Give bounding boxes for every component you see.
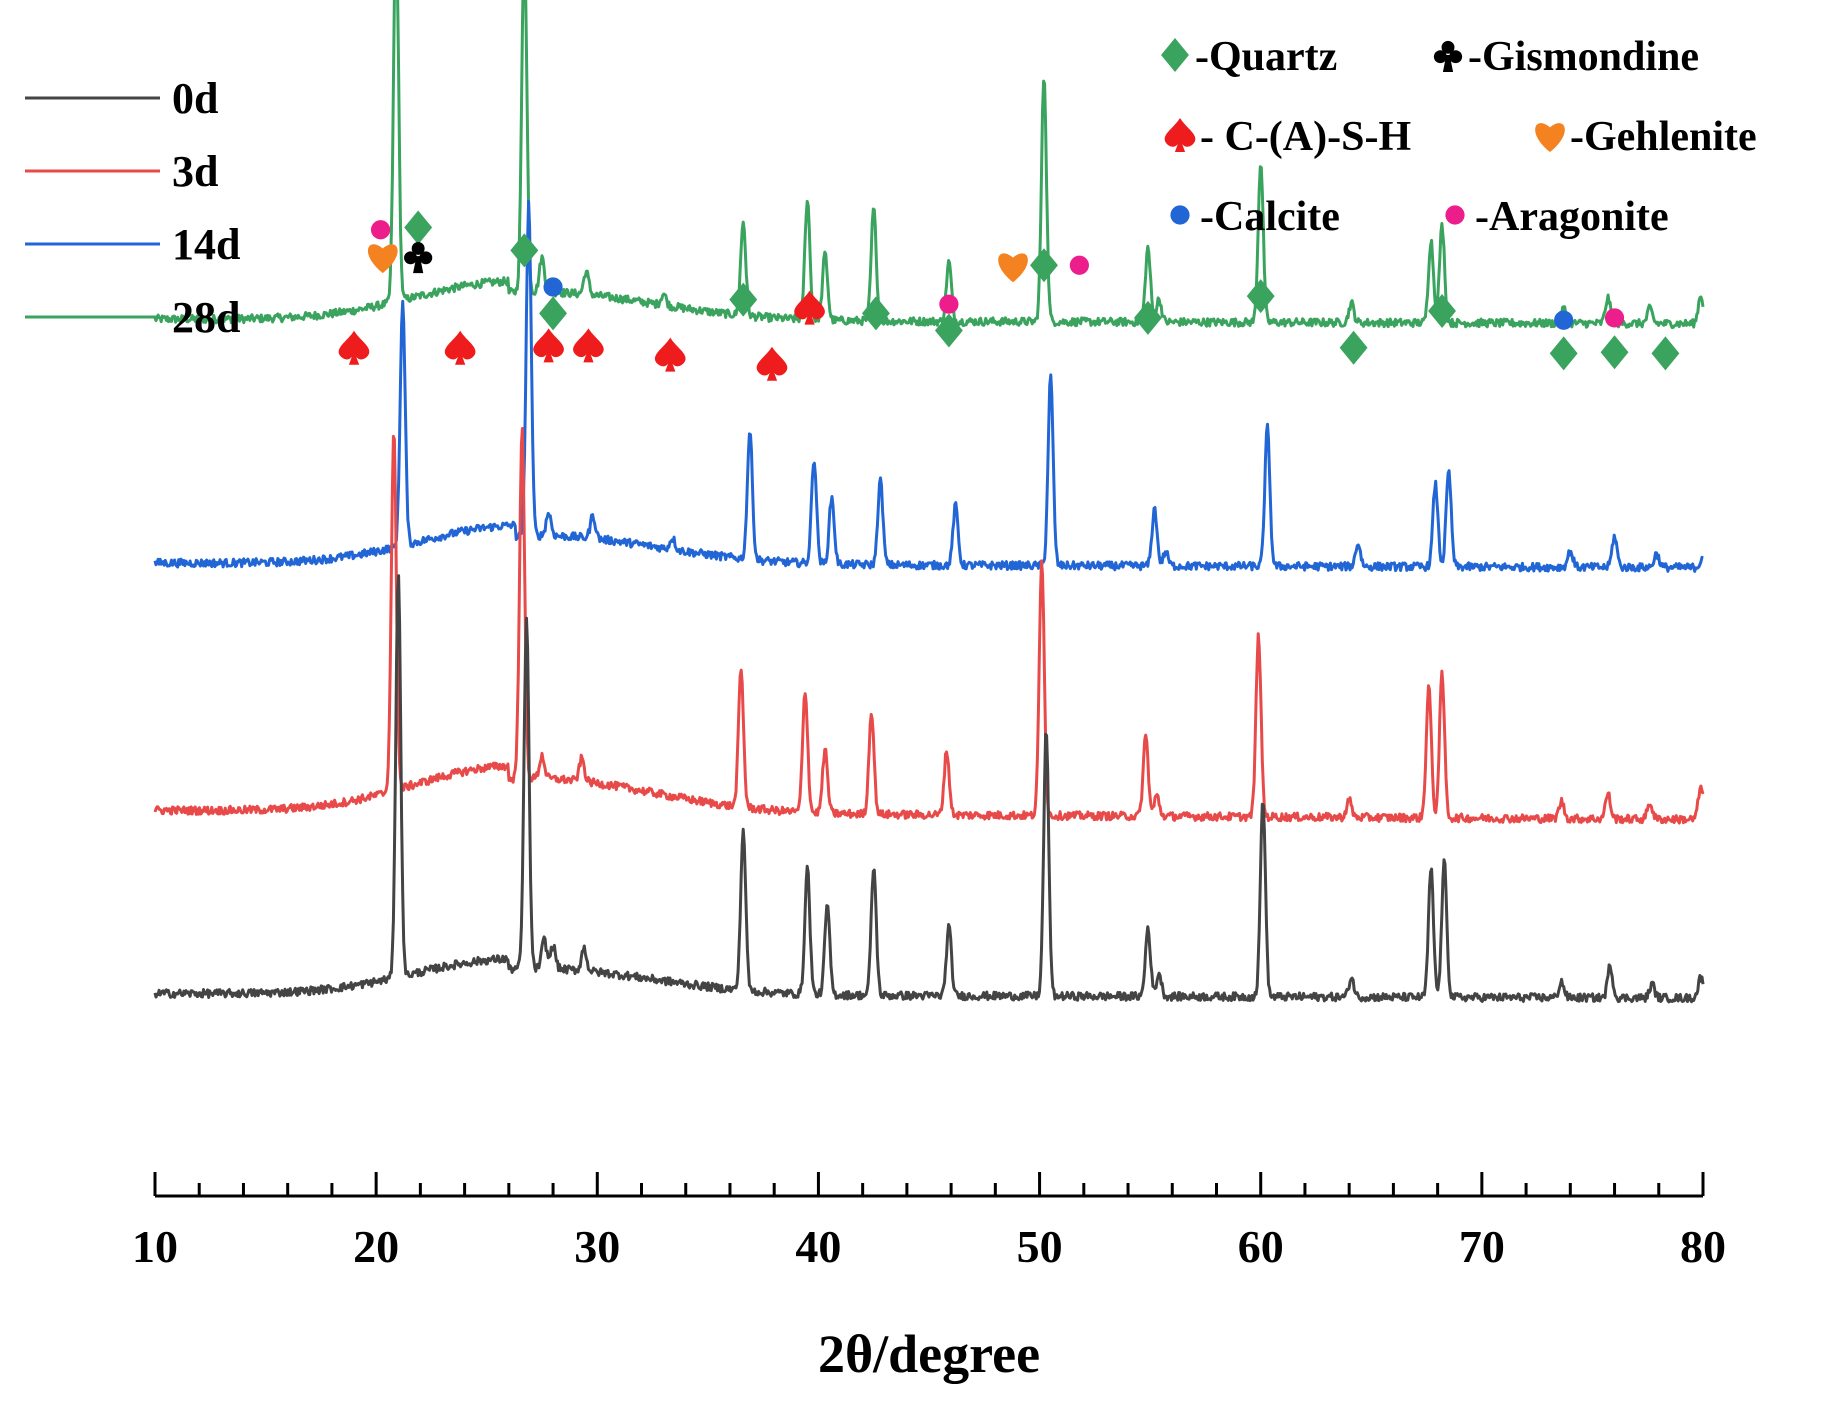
phase-marker-quartz-icon	[1339, 330, 1368, 365]
phase-marker-calcite-icon	[1554, 310, 1574, 330]
phase-marker-quartz-icon	[539, 296, 567, 331]
legend-label-3d: 3d	[172, 147, 218, 196]
legend-c-a-s-h-icon	[1164, 118, 1196, 152]
phase-marker-aragonite-icon	[1069, 255, 1089, 275]
phase-marker-quartz-icon	[510, 233, 539, 268]
legend-calcite-icon	[1170, 205, 1190, 225]
legend-label-0d: 0d	[172, 74, 218, 123]
phase-marker-c-a-s-h-icon	[533, 328, 564, 363]
x-axis-title: 2θ/degree	[818, 1324, 1040, 1384]
phase-marker-quartz-icon	[1549, 336, 1578, 371]
phase-marker-quartz-icon	[404, 210, 433, 245]
legend-label-28d: 28d	[172, 293, 240, 342]
phase-marker-aragonite-icon	[939, 294, 959, 314]
series-line-14d	[153, 199, 1704, 573]
phase-marker-quartz-icon	[1133, 300, 1162, 335]
x-tick-label-50: 50	[1017, 1221, 1063, 1272]
phase-marker-c-a-s-h-icon	[654, 337, 686, 372]
phase-marker-quartz-icon	[861, 296, 890, 331]
series-line-28d	[153, 0, 1705, 329]
phase-marker-gismondine-icon	[404, 241, 433, 274]
series-line-3d	[153, 427, 1705, 825]
pattern-series-group	[153, 0, 1705, 1004]
phase-marker-c-a-s-h-icon	[756, 346, 788, 381]
x-axis: 10 20 30 40 50 60 70 80 2θ/degree	[132, 1172, 1726, 1384]
x-tick-label-30: 30	[574, 1221, 620, 1272]
phase-marker-quartz-icon	[729, 282, 758, 317]
phase-marker-quartz-icon	[1246, 279, 1275, 314]
phase-legend-label-gismondine: -Gismondine	[1468, 34, 1699, 80]
legend-quartz-icon	[1161, 38, 1189, 72]
phase-marker-c-a-s-h-icon	[444, 330, 476, 365]
x-tick-label-40: 40	[795, 1221, 841, 1272]
phase-legend-label-quartz: -Quartz	[1195, 34, 1337, 80]
phase-marker-c-a-s-h-icon	[794, 290, 825, 325]
phase-marker-quartz-icon	[934, 313, 963, 348]
x-tick-label-10: 10	[132, 1221, 178, 1272]
phase-legend-label-aragonite: -Aragonite	[1475, 194, 1669, 240]
phase-legend-label-c-a-s-h: - C-(A)-S-H	[1200, 114, 1411, 160]
series-line-0d	[153, 574, 1705, 1004]
phase-markers-group	[338, 210, 1680, 381]
phase-marker-quartz-icon	[1600, 335, 1629, 370]
x-tick-label-60: 60	[1238, 1221, 1284, 1272]
phase-marker-gehlenite-icon	[998, 253, 1028, 283]
x-tick-label-70: 70	[1459, 1221, 1505, 1272]
phase-marker-c-a-s-h-icon	[338, 330, 370, 365]
legend-label-14d: 14d	[172, 220, 240, 269]
legend-aragonite-icon	[1445, 205, 1465, 225]
phase-legend-label-gehlenite: -Gehlenite	[1570, 114, 1757, 160]
legend-gehlenite-icon	[1535, 123, 1565, 152]
phase-legend-label-calcite: -Calcite	[1200, 194, 1340, 240]
phase-marker-aragonite-icon	[1604, 308, 1625, 328]
phase-marker-c-a-s-h-icon	[573, 328, 604, 363]
series-legend: 0d 3d 14d 28d	[25, 74, 240, 342]
x-tick-label-20: 20	[353, 1221, 399, 1272]
phase-legend: -Quartz -Gismondine - C-(A)-S-H -Gehlenite -…	[1161, 34, 1757, 240]
phase-marker-quartz-icon	[1651, 336, 1680, 371]
phase-marker-calcite-icon	[543, 277, 563, 297]
phase-marker-aragonite-icon	[370, 220, 391, 240]
phase-marker-gehlenite-icon	[367, 244, 398, 274]
x-tick-label-80: 80	[1680, 1221, 1726, 1272]
legend-gismondine-icon	[1433, 40, 1463, 72]
phase-marker-quartz-icon	[1428, 294, 1456, 329]
phase-marker-quartz-icon	[1030, 248, 1058, 283]
